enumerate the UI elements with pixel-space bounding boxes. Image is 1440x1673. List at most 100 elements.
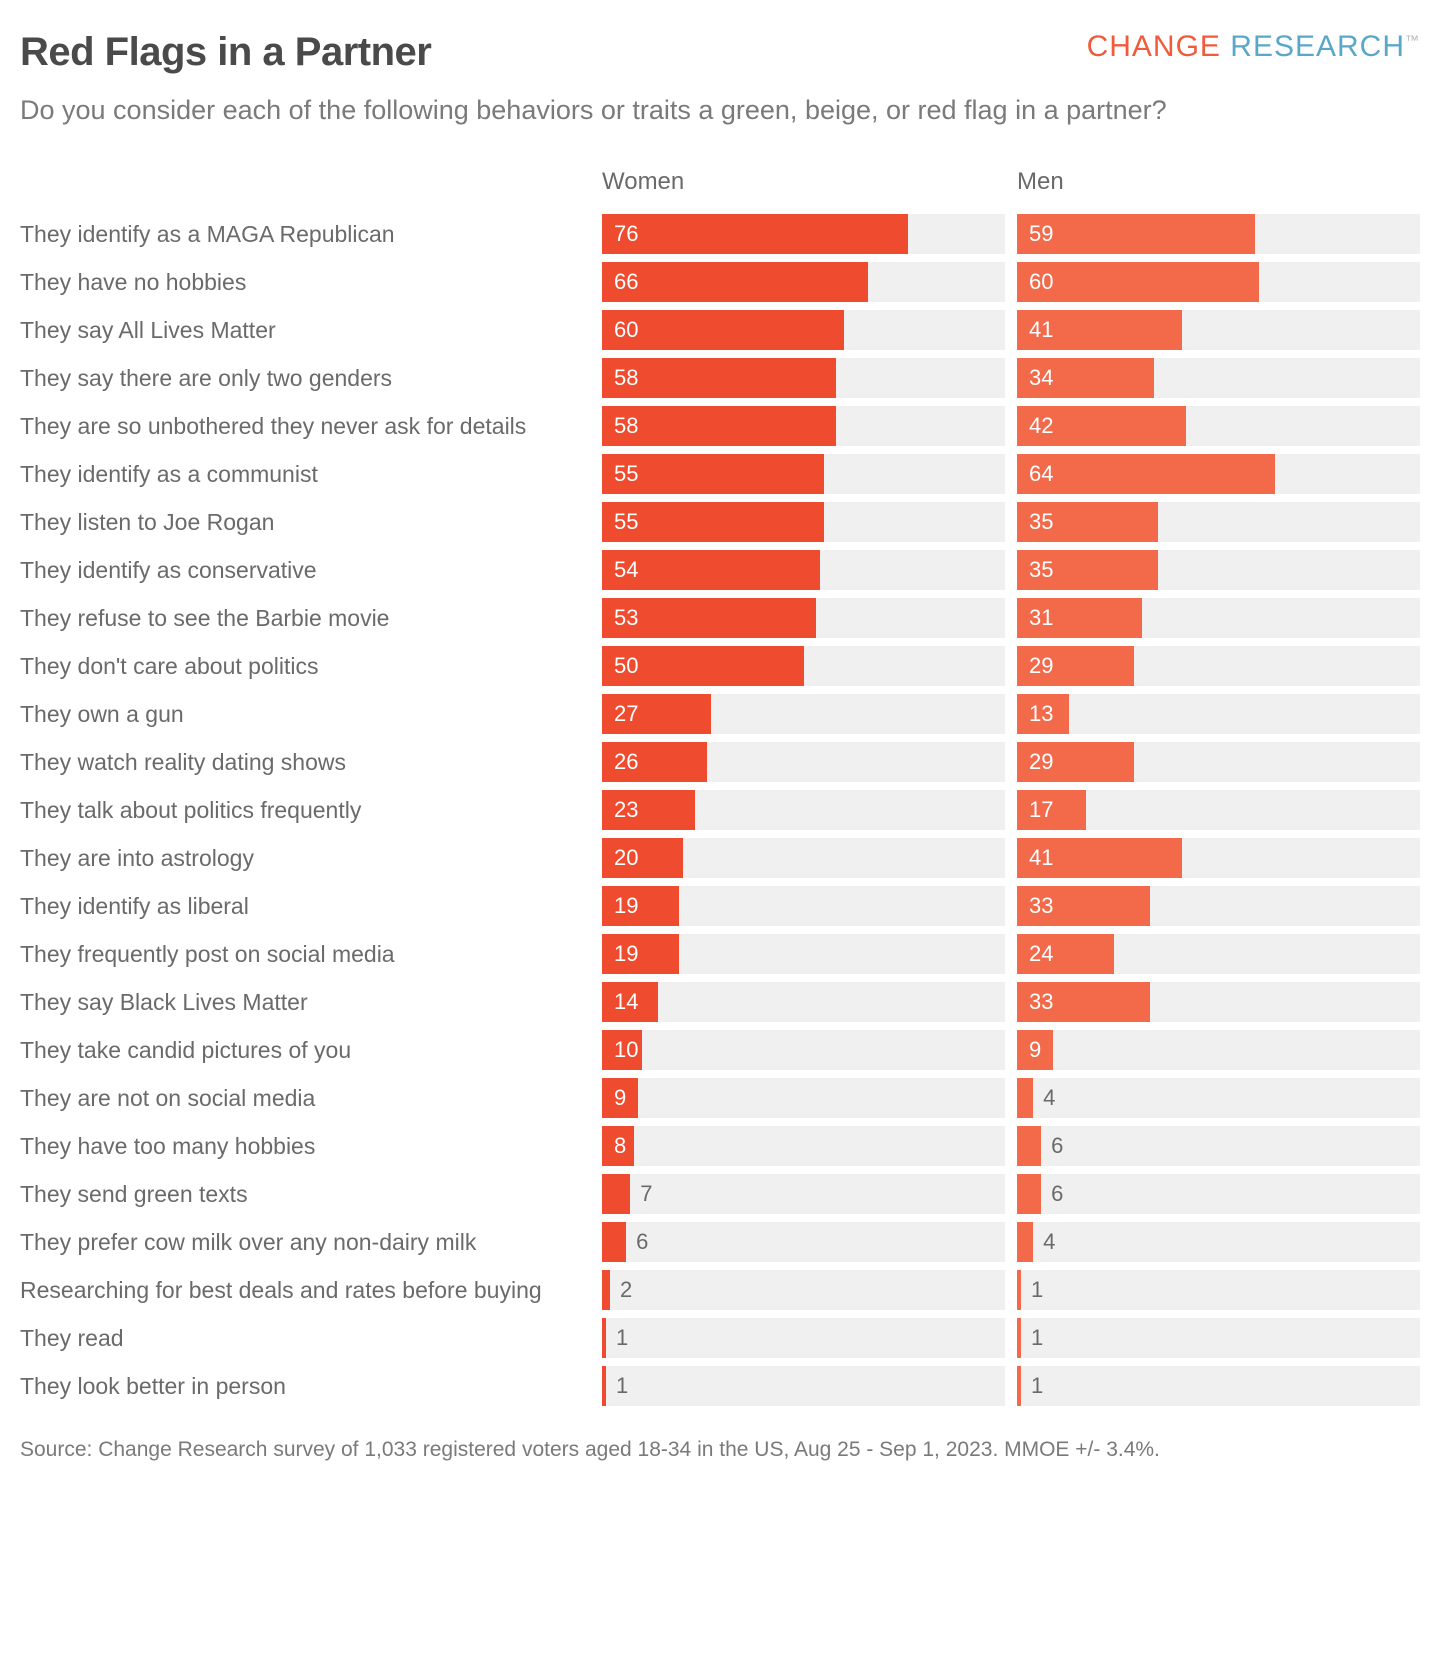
bar-fill: 59 <box>1017 214 1255 254</box>
column-header-blank <box>20 168 590 210</box>
bar-fill: 34 <box>1017 358 1154 398</box>
bar-fill: 55 <box>602 502 824 542</box>
bar-track: 35 <box>1017 502 1420 542</box>
row-label: They send green texts <box>20 1170 590 1218</box>
header-row: Red Flags in a Partner CHANGE RESEARCH™ <box>20 30 1420 75</box>
bar-track: 66 <box>602 262 1005 302</box>
bar-value-label: 1 <box>616 1325 628 1351</box>
bar-cell: 1 <box>1017 1314 1420 1362</box>
bar-track: 1 <box>1017 1270 1420 1310</box>
bar-cell: 55 <box>602 450 1005 498</box>
bar-fill: 35 <box>1017 550 1158 590</box>
row-label: They talk about politics frequently <box>20 786 590 834</box>
bar-cell: 34 <box>1017 354 1420 402</box>
bar-track: 55 <box>602 454 1005 494</box>
bar-fill: 42 <box>1017 406 1186 446</box>
bar-cell: 29 <box>1017 642 1420 690</box>
bar-value-label: 4 <box>1043 1085 1055 1111</box>
chart-title: Red Flags in a Partner <box>20 30 431 75</box>
bar-track: 50 <box>602 646 1005 686</box>
bar-track: 58 <box>602 358 1005 398</box>
bar-fill: 1 <box>1017 1270 1021 1310</box>
row-label: They say there are only two genders <box>20 354 590 402</box>
bar-track: 54 <box>602 550 1005 590</box>
bar-track: 6 <box>1017 1126 1420 1166</box>
bar-cell: 6 <box>602 1218 1005 1266</box>
bar-fill: 6 <box>1017 1174 1041 1214</box>
bar-fill: 55 <box>602 454 824 494</box>
row-label: They read <box>20 1314 590 1362</box>
bar-track: 58 <box>602 406 1005 446</box>
bar-fill: 41 <box>1017 838 1182 878</box>
bar-track: 7 <box>602 1174 1005 1214</box>
bar-fill: 35 <box>1017 502 1158 542</box>
bar-cell: 19 <box>602 882 1005 930</box>
bar-track: 1 <box>1017 1366 1420 1406</box>
bar-cell: 4 <box>1017 1218 1420 1266</box>
row-label: They prefer cow milk over any non-dairy … <box>20 1218 590 1266</box>
bar-cell: 29 <box>1017 738 1420 786</box>
bar-cell: 59 <box>1017 210 1420 258</box>
bar-value-label: 1 <box>1031 1373 1043 1399</box>
bar-cell: 4 <box>1017 1074 1420 1122</box>
bar-fill: 64 <box>1017 454 1275 494</box>
bar-value-label: 1 <box>616 1373 628 1399</box>
bar-fill: 33 <box>1017 886 1150 926</box>
bar-cell: 76 <box>602 210 1005 258</box>
row-label: Researching for best deals and rates bef… <box>20 1266 590 1314</box>
bar-track: 76 <box>602 214 1005 254</box>
bar-fill: 20 <box>602 838 683 878</box>
row-label: They frequently post on social media <box>20 930 590 978</box>
bar-track: 29 <box>1017 742 1420 782</box>
bar-fill: 60 <box>602 310 844 350</box>
row-label: They say Black Lives Matter <box>20 978 590 1026</box>
brand-word-1: CHANGE <box>1087 30 1221 63</box>
row-label: They are so unbothered they never ask fo… <box>20 402 590 450</box>
bar-track: 17 <box>1017 790 1420 830</box>
bar-track: 55 <box>602 502 1005 542</box>
bar-track: 27 <box>602 694 1005 734</box>
bar-cell: 8 <box>602 1122 1005 1170</box>
bar-fill: 33 <box>1017 982 1150 1022</box>
bar-track: 41 <box>1017 310 1420 350</box>
row-label: They look better in person <box>20 1362 590 1410</box>
row-label: They watch reality dating shows <box>20 738 590 786</box>
bar-track: 8 <box>602 1126 1005 1166</box>
brand-trademark: ™ <box>1405 32 1420 48</box>
row-label: They are not on social media <box>20 1074 590 1122</box>
bar-cell: 64 <box>1017 450 1420 498</box>
bar-cell: 9 <box>1017 1026 1420 1074</box>
bar-value-label: 4 <box>1043 1229 1055 1255</box>
bar-fill: 1 <box>1017 1366 1021 1406</box>
bar-cell: 33 <box>1017 978 1420 1026</box>
bar-cell: 1 <box>1017 1266 1420 1314</box>
bar-track: 6 <box>602 1222 1005 1262</box>
source-note: Source: Change Research survey of 1,033 … <box>20 1438 1420 1462</box>
brand-logo: CHANGE RESEARCH™ <box>1087 30 1420 64</box>
bar-fill: 58 <box>602 406 836 446</box>
bar-cell: 7 <box>602 1170 1005 1218</box>
bar-cell: 33 <box>1017 882 1420 930</box>
bar-fill: 53 <box>602 598 816 638</box>
bar-track: 4 <box>1017 1078 1420 1118</box>
bar-cell: 41 <box>1017 834 1420 882</box>
row-label: They don't care about politics <box>20 642 590 690</box>
bar-cell: 10 <box>602 1026 1005 1074</box>
bar-fill: 31 <box>1017 598 1142 638</box>
bar-track: 1 <box>602 1318 1005 1358</box>
bar-fill: 9 <box>1017 1030 1053 1070</box>
bar-cell: 9 <box>602 1074 1005 1122</box>
bar-track: 13 <box>1017 694 1420 734</box>
bar-track: 53 <box>602 598 1005 638</box>
bar-cell: 1 <box>602 1362 1005 1410</box>
bar-track: 33 <box>1017 982 1420 1022</box>
bar-value-label: 7 <box>640 1181 652 1207</box>
bar-value-label: 2 <box>620 1277 632 1303</box>
bar-cell: 14 <box>602 978 1005 1026</box>
bar-cell: 58 <box>602 354 1005 402</box>
bar-fill: 50 <box>602 646 804 686</box>
bar-fill: 4 <box>1017 1078 1033 1118</box>
bar-cell: 24 <box>1017 930 1420 978</box>
bar-fill: 1 <box>602 1318 606 1358</box>
bar-fill: 76 <box>602 214 908 254</box>
